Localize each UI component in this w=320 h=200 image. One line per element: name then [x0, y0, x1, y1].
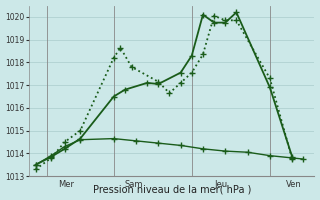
Text: Sam: Sam	[125, 180, 143, 189]
Text: Ven: Ven	[285, 180, 301, 189]
X-axis label: Pression niveau de la mer( hPa ): Pression niveau de la mer( hPa )	[92, 184, 251, 194]
Text: Jeu: Jeu	[214, 180, 227, 189]
Text: Mer: Mer	[58, 180, 74, 189]
